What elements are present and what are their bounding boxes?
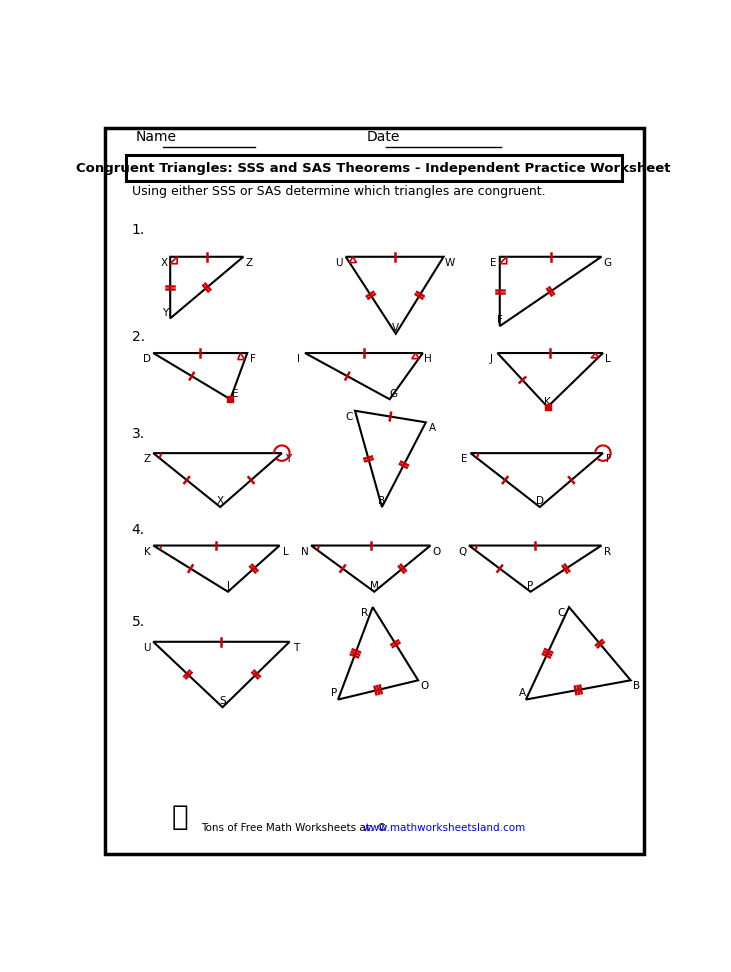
Text: L: L bbox=[605, 354, 611, 364]
Text: J: J bbox=[227, 580, 230, 591]
Text: B: B bbox=[379, 496, 385, 505]
Text: A: A bbox=[429, 424, 436, 434]
Text: F: F bbox=[606, 454, 612, 465]
Text: G: G bbox=[390, 389, 398, 399]
Text: K: K bbox=[544, 397, 551, 406]
Text: Y: Y bbox=[285, 454, 291, 465]
Text: 3.: 3. bbox=[132, 427, 145, 440]
Text: F: F bbox=[250, 354, 256, 364]
Text: Z: Z bbox=[245, 258, 252, 268]
Text: D: D bbox=[536, 496, 544, 505]
Text: 4.: 4. bbox=[132, 523, 145, 537]
Text: 🌴: 🌴 bbox=[172, 803, 189, 831]
Text: C: C bbox=[558, 608, 565, 618]
Text: I: I bbox=[298, 354, 300, 364]
Text: W: W bbox=[444, 258, 455, 268]
Text: F: F bbox=[497, 315, 503, 325]
Text: R: R bbox=[361, 608, 368, 618]
Text: 1.: 1. bbox=[132, 223, 145, 236]
Text: Q: Q bbox=[458, 546, 467, 557]
Text: P: P bbox=[331, 688, 337, 698]
Text: O: O bbox=[420, 681, 428, 691]
Text: 5.: 5. bbox=[132, 615, 145, 630]
Text: D: D bbox=[143, 354, 151, 364]
Text: X: X bbox=[161, 258, 167, 268]
Text: Tons of Free Math Worksheets at: ©: Tons of Free Math Worksheets at: © bbox=[201, 823, 390, 833]
Text: E: E bbox=[461, 454, 468, 465]
Text: X: X bbox=[216, 496, 224, 505]
Text: Z: Z bbox=[143, 454, 151, 465]
Text: L: L bbox=[283, 546, 289, 557]
Text: Congruent Triangles: SSS and SAS Theorems - Independent Practice Worksheet: Congruent Triangles: SSS and SAS Theorem… bbox=[76, 161, 671, 175]
Text: E: E bbox=[232, 389, 239, 399]
Text: Y: Y bbox=[162, 308, 168, 318]
Text: C: C bbox=[345, 412, 352, 422]
Text: S: S bbox=[219, 696, 226, 706]
Text: J: J bbox=[490, 354, 493, 364]
Text: R: R bbox=[604, 546, 611, 557]
Text: 2.: 2. bbox=[132, 330, 145, 344]
Text: www.mathworksheetsland.com: www.mathworksheetsland.com bbox=[363, 823, 526, 833]
Text: U: U bbox=[335, 258, 343, 268]
Text: N: N bbox=[301, 546, 308, 557]
Text: E: E bbox=[491, 258, 497, 268]
Text: T: T bbox=[292, 642, 299, 653]
Text: U: U bbox=[143, 642, 151, 653]
Text: P: P bbox=[528, 580, 534, 591]
Text: K: K bbox=[144, 546, 151, 557]
Text: G: G bbox=[604, 258, 612, 268]
Text: B: B bbox=[633, 681, 640, 691]
Text: Using either SSS or SAS determine which triangles are congruent.: Using either SSS or SAS determine which … bbox=[132, 186, 545, 198]
Text: Date: Date bbox=[366, 130, 400, 144]
Text: M: M bbox=[370, 580, 379, 591]
Text: Name: Name bbox=[135, 130, 177, 144]
Text: O: O bbox=[433, 546, 441, 557]
Bar bbox=[126, 156, 622, 182]
Text: A: A bbox=[518, 688, 526, 698]
Text: H: H bbox=[424, 354, 432, 364]
Text: V: V bbox=[393, 323, 399, 332]
